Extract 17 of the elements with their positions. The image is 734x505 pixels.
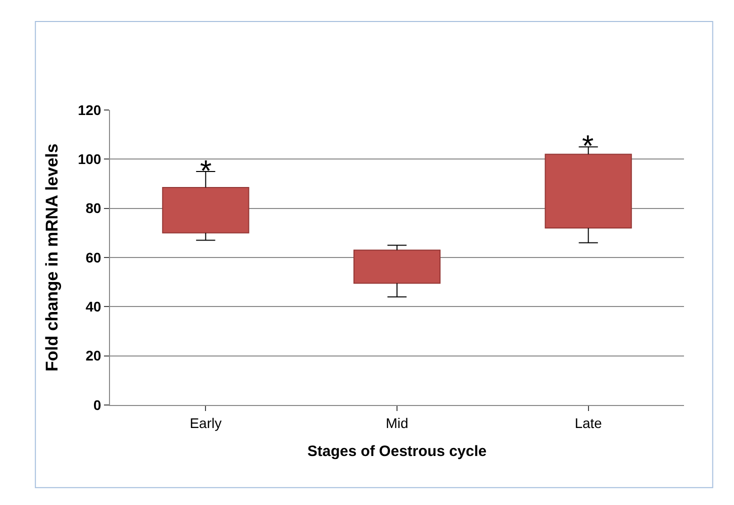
y-tick-label: 60 bbox=[86, 249, 102, 266]
x-tick-label: Late bbox=[574, 414, 602, 431]
bar bbox=[544, 154, 632, 228]
y-tick-label: 100 bbox=[78, 151, 102, 168]
annotation: * bbox=[582, 130, 594, 163]
y-axis-title: Fold change in mRNA levels bbox=[42, 144, 62, 372]
y-tick-label: 20 bbox=[86, 348, 102, 364]
x-tick-label: Early bbox=[190, 414, 222, 431]
y-tick-label: 80 bbox=[86, 200, 102, 216]
y-tick-label: 0 bbox=[93, 396, 102, 413]
y-tick-label: 120 bbox=[78, 102, 102, 118]
y-tick-label: 40 bbox=[86, 298, 102, 315]
x-axis-title: Stages of Oestrous cycle bbox=[307, 442, 487, 460]
bar bbox=[353, 250, 441, 284]
x-tick-label: Mid bbox=[386, 414, 408, 431]
annotation: * bbox=[200, 155, 212, 188]
bar bbox=[162, 186, 250, 234]
